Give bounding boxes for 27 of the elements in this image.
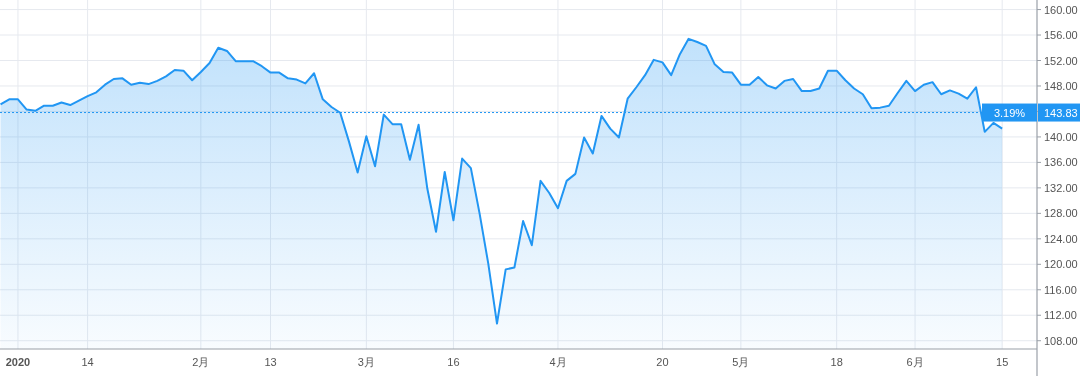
annotation: 3.19% <box>993 106 1026 119</box>
x-tick-label: 18 <box>830 356 843 368</box>
y-tick-label: 152.00 <box>1044 54 1078 67</box>
x-tick-label: 14 <box>81 356 94 368</box>
y-tick-label: 108.00 <box>1044 334 1078 347</box>
y-tick-label: 140.00 <box>1044 130 1078 143</box>
y-tick-label: 160.00 <box>1044 3 1078 16</box>
x-tick-label: 20 <box>656 356 669 368</box>
y-tick-label: 120.00 <box>1044 258 1078 271</box>
y-tick-label: 124.00 <box>1044 232 1078 245</box>
x-tick-label: 15 <box>996 356 1009 368</box>
x-tick-label: 16 <box>447 356 460 368</box>
y-tick-label: 128.00 <box>1044 207 1078 220</box>
ref-line-label: 143.83 <box>1044 106 1078 119</box>
y-tick-label: 148.00 <box>1044 79 1078 92</box>
x-tick-label: 6月 <box>906 356 924 368</box>
x-tick-label: 3月 <box>357 356 375 368</box>
x-tick-label: 2月 <box>192 356 210 368</box>
y-tick-label: 112.00 <box>1044 309 1077 322</box>
x-tick-label: 2020 <box>5 356 31 368</box>
y-tick-label: 136.00 <box>1044 156 1078 169</box>
x-tick-label: 13 <box>264 356 277 368</box>
y-tick-label: 156.00 <box>1044 29 1078 42</box>
y-tick-label: 132.00 <box>1044 181 1078 194</box>
x-tick-label: 5月 <box>732 356 750 368</box>
x-tick-label: 4月 <box>549 356 567 368</box>
y-tick-label: 116.00 <box>1044 283 1077 296</box>
